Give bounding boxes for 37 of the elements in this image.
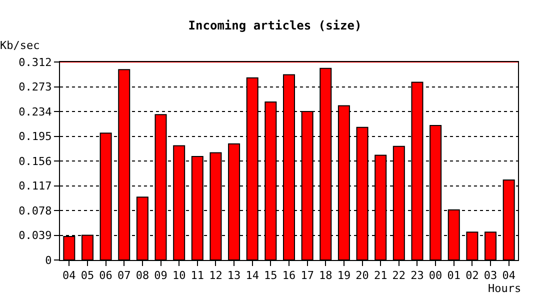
x-tick-label: 16 xyxy=(282,269,296,282)
y-tick-label: 0.078 xyxy=(18,204,52,218)
x-tick-label: 00 xyxy=(428,269,442,282)
x-tick-label: 04 xyxy=(62,269,76,282)
x-tick-label: 22 xyxy=(392,269,406,282)
x-tick-label: 17 xyxy=(300,269,314,282)
x-tick-label: 10 xyxy=(172,269,186,282)
x-tick-label: 12 xyxy=(209,269,222,282)
y-tick-label: 0.312 xyxy=(18,56,52,69)
x-tick-label: 04 xyxy=(502,269,516,282)
x-tick-label: 14 xyxy=(246,269,260,282)
x-tick-label: 07 xyxy=(117,269,131,282)
y-tick-label: 0.117 xyxy=(18,180,52,193)
x-tick-label: 20 xyxy=(356,269,369,282)
x-tick-label: 11 xyxy=(190,269,204,282)
x-tick-label: 03 xyxy=(484,269,498,282)
x-tick-label: 18 xyxy=(319,269,332,282)
x-tick-label: 19 xyxy=(337,269,351,282)
y-tick-label: 0.156 xyxy=(18,154,52,168)
x-tick-label: 01 xyxy=(447,269,461,282)
y-tick-label: 0.234 xyxy=(18,105,52,118)
y-tick-label: 0.039 xyxy=(18,229,52,242)
x-tick-label: 13 xyxy=(227,269,241,282)
x-tick-label: 06 xyxy=(99,269,112,282)
y-tick-label: 0.273 xyxy=(18,80,52,94)
x-tick-label: 08 xyxy=(136,269,150,282)
x-tick-label: 09 xyxy=(154,269,168,282)
x-tick-label: 23 xyxy=(410,269,424,282)
y-axis-title: Kb/sec xyxy=(0,39,40,52)
x-tick-label: 02 xyxy=(466,269,479,282)
x-tick-label: 05 xyxy=(80,269,94,282)
y-tick-label: 0 xyxy=(45,254,52,267)
x-tick-label: 15 xyxy=(264,269,278,282)
x-tick-label: 21 xyxy=(374,269,388,282)
x-axis-title: Hours xyxy=(488,282,522,295)
y-tick-label: 0.195 xyxy=(18,130,52,144)
chart-title: Incoming articles (size) xyxy=(188,18,362,32)
